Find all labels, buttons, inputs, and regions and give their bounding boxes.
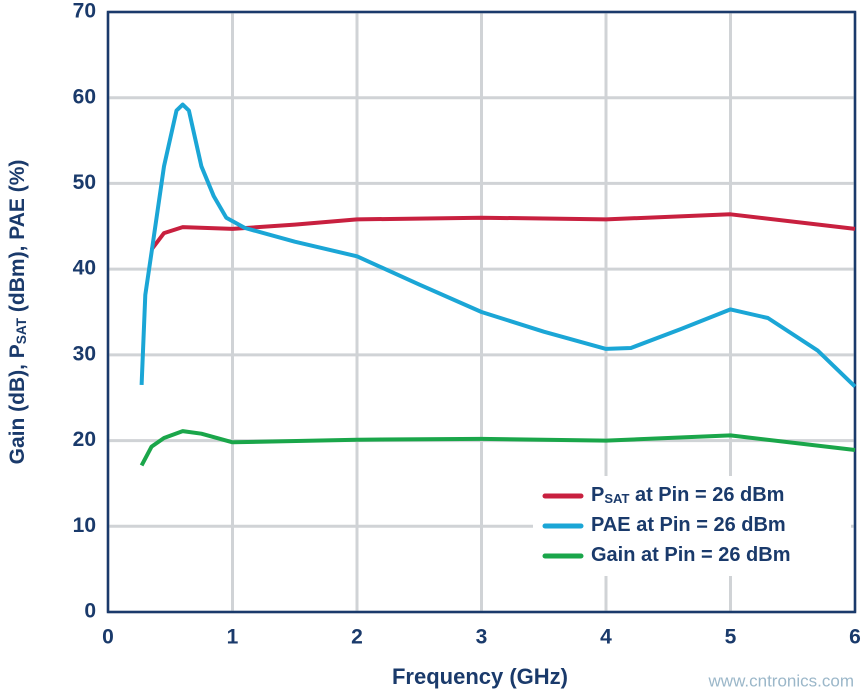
y-tick-label: 30 bbox=[73, 342, 96, 365]
x-tick-label: 3 bbox=[476, 626, 488, 649]
plot-frame bbox=[106, 10, 857, 614]
text-part: at Pin = 26 dBm bbox=[629, 484, 784, 506]
y-tick-label: 0 bbox=[84, 600, 96, 623]
y-tick-label: 50 bbox=[73, 171, 96, 194]
x-tick-label: 0 bbox=[102, 626, 114, 649]
x-tick-label: 1 bbox=[227, 626, 239, 649]
watermark: www.cntronics.com bbox=[708, 671, 854, 690]
legend-box bbox=[533, 476, 851, 576]
series-line bbox=[139, 102, 857, 389]
y-tick-label: 10 bbox=[73, 514, 96, 537]
legend-entry: PAE at Pin = 26 dBm bbox=[591, 514, 786, 536]
y-tick-label: 70 bbox=[73, 0, 96, 23]
text-part: PAE at Pin = 26 dBm bbox=[591, 514, 786, 536]
text-part: P bbox=[591, 484, 604, 506]
legend-entry: PSAT at Pin = 26 dBm bbox=[591, 484, 784, 506]
subscript: SAT bbox=[604, 491, 629, 506]
subscript: SAT bbox=[14, 317, 29, 344]
x-tick-label: 4 bbox=[600, 626, 612, 649]
series-line bbox=[150, 212, 856, 251]
text-part: Gain (dB), P bbox=[6, 344, 29, 464]
x-tick-label: 2 bbox=[351, 626, 363, 649]
text-part: (dBm), PAE (%) bbox=[6, 160, 29, 318]
legend-entry: Gain at Pin = 26 dBm bbox=[591, 544, 791, 566]
x-tick-label: 5 bbox=[725, 626, 737, 649]
y-tick-label: 20 bbox=[73, 428, 96, 451]
series-line bbox=[139, 429, 856, 467]
x-tick-label: 6 bbox=[849, 626, 861, 649]
text-part: Gain at Pin = 26 dBm bbox=[591, 544, 791, 566]
y-axis-label: Gain (dB), PSAT (dBm), PAE (%) bbox=[6, 160, 29, 465]
x-axis-label: Frequency (GHz) bbox=[392, 664, 568, 689]
y-tick-label: 60 bbox=[73, 85, 96, 108]
y-tick-label: 40 bbox=[73, 257, 96, 280]
